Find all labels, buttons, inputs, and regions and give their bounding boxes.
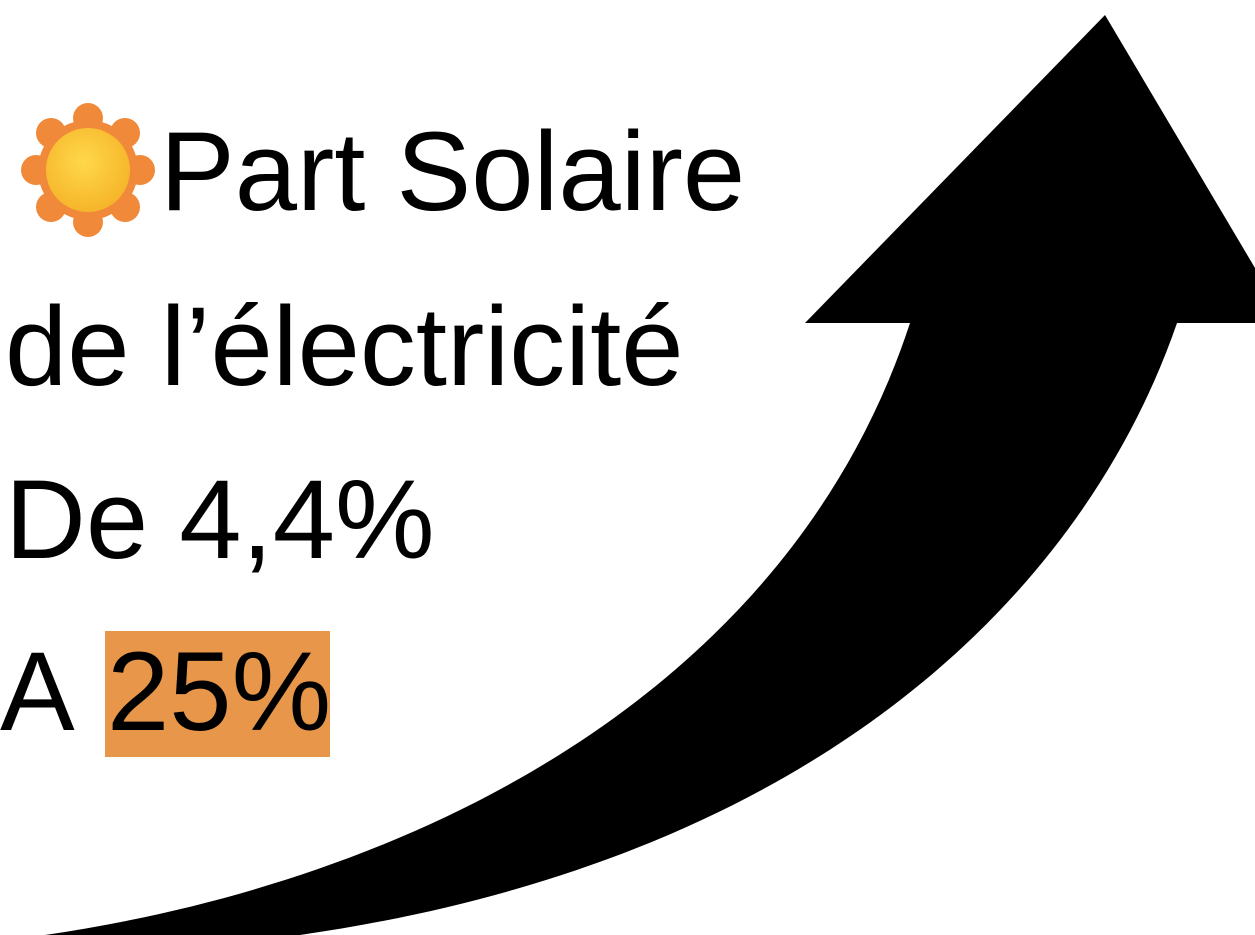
arrow bbox=[45, 15, 1255, 935]
highlight-value: 25% bbox=[107, 629, 331, 754]
line-1: Part Solaire bbox=[160, 109, 745, 234]
line-3: De 4,4% bbox=[5, 457, 435, 582]
line-4-prefix: A bbox=[0, 629, 75, 754]
sun-icon bbox=[21, 103, 155, 237]
highlight-box bbox=[105, 631, 330, 757]
line-2: de l’électricité bbox=[5, 284, 684, 409]
